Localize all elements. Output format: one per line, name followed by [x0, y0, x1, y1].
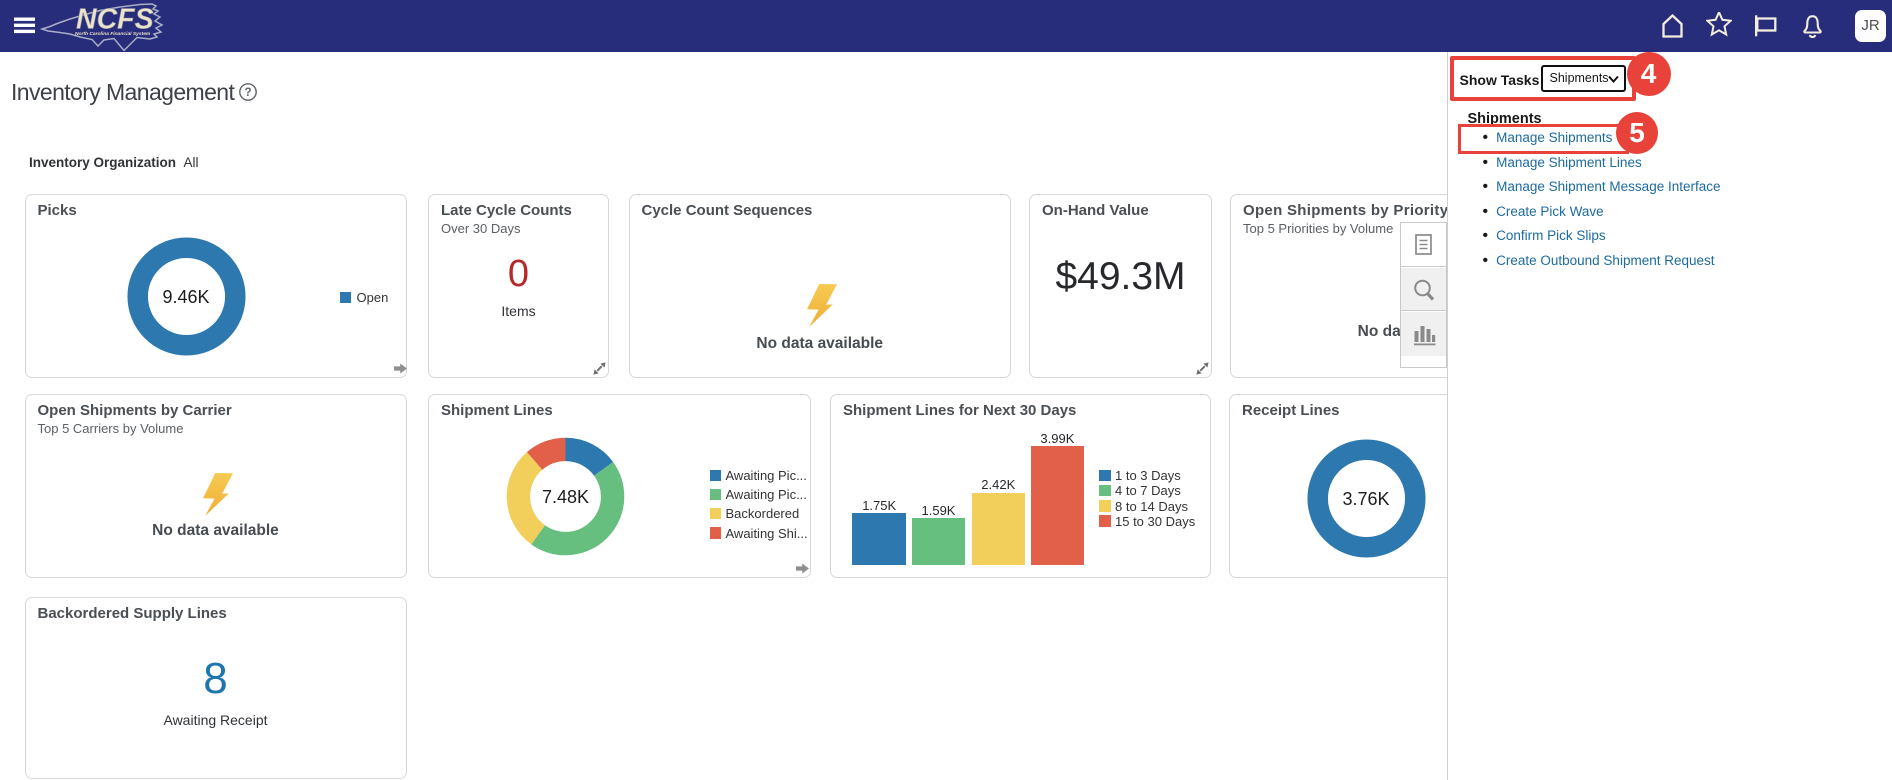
svg-text:NCFS: NCFS: [76, 4, 154, 36]
svg-text:North Carolina Financial Syste: North Carolina Financial System: [75, 31, 151, 37]
svg-text:?: ?: [244, 87, 251, 99]
